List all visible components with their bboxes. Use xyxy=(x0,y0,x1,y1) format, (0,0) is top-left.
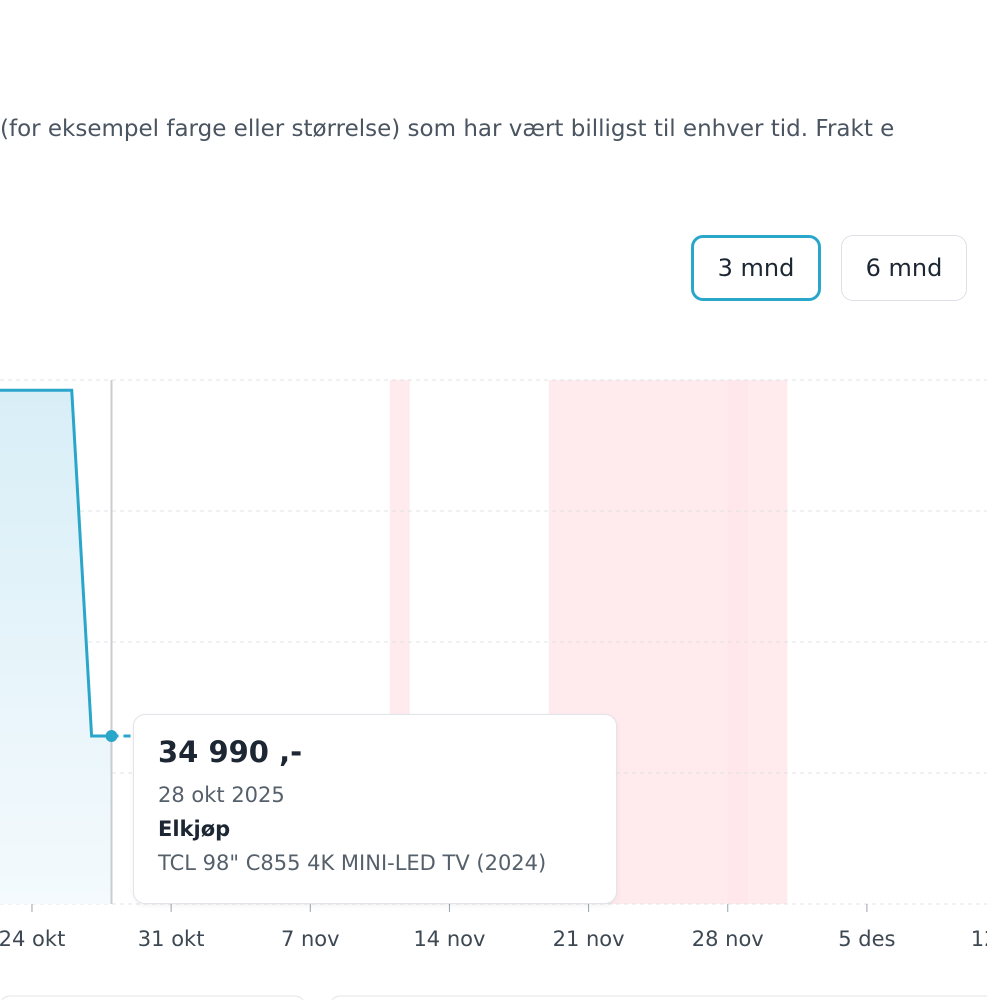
tooltip-date: 28 okt 2025 xyxy=(158,783,285,807)
x-tick-label: 7 nov xyxy=(281,927,340,951)
card-edge xyxy=(1,995,304,1000)
x-tick-label: 31 okt xyxy=(138,927,205,951)
tooltip-store: Elkjøp xyxy=(158,817,231,841)
x-tick-label: 21 nov xyxy=(553,927,625,951)
tooltip-product: TCL 98" C855 4K MINI-LED TV (2024) xyxy=(158,851,547,875)
x-tick-label: 12 des xyxy=(971,927,987,951)
price-area xyxy=(0,390,112,904)
range-button[interactable]: 6 mnd xyxy=(841,235,967,301)
tooltip-price: 34 990 ,- xyxy=(158,735,303,769)
point xyxy=(105,730,118,743)
price-line xyxy=(0,388,112,738)
x-tick-label: 5 des xyxy=(838,927,895,951)
x-tick-label: 28 nov xyxy=(692,927,764,951)
x-tick-label: 14 nov xyxy=(413,927,485,951)
intro-text: (for eksempel farge eller størrelse) som… xyxy=(0,116,895,142)
range-button[interactable]: 3 mnd xyxy=(691,235,821,301)
x-tick-label: 24 okt xyxy=(0,927,65,951)
tooltip: 34 990 ,- 28 okt 2025 Elkjøp TCL 98" C85… xyxy=(133,714,617,904)
card-edge xyxy=(331,995,987,1000)
